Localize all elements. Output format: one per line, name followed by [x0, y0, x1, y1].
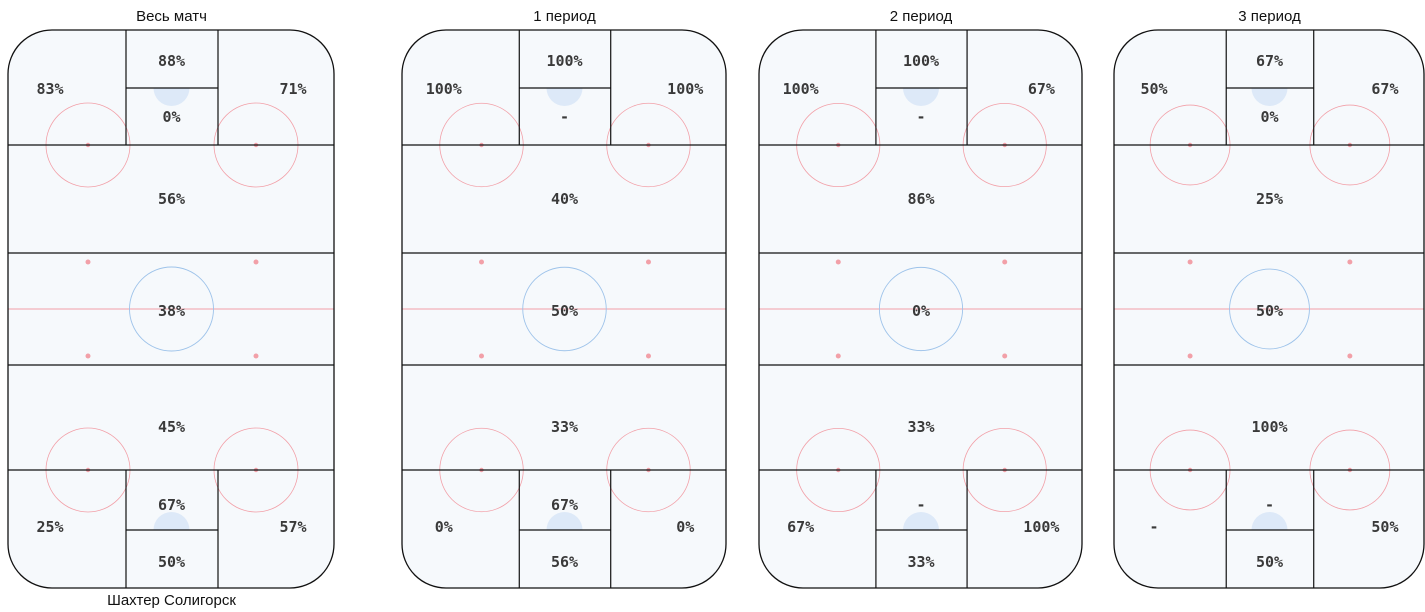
zone-upper-mid-value: 40% — [551, 190, 578, 208]
goal-crease — [153, 88, 190, 106]
goal-crease — [546, 512, 583, 530]
zone-bottom-crease-upper-value: 67% — [158, 496, 185, 514]
zone-bottom-crease-lower-value: 50% — [158, 553, 185, 571]
rink-border — [1113, 29, 1425, 589]
faceoff-dot — [1187, 353, 1193, 359]
goal-crease — [546, 88, 583, 106]
faceoff-dot — [1347, 353, 1353, 359]
rink-border — [401, 29, 727, 589]
zone-lower-mid-value: 100% — [1251, 418, 1287, 436]
zone-bottom-crease-upper-value: 67% — [551, 496, 578, 514]
zone-bottom-left-value: 0% — [435, 518, 453, 536]
zone-lower-mid-value: 33% — [551, 418, 578, 436]
rink-full-match: 83% 88% 0% 71% 56% 38% 45% 25% 67% 50% 57% Весь ма… — [7, 0, 335, 612]
zone-top-right-value: 67% — [1371, 80, 1398, 98]
zone-lower-mid-value: 33% — [907, 418, 934, 436]
zone-top-left-value: 50% — [1140, 80, 1167, 98]
zone-top-crease-lower-value: 0% — [1260, 108, 1278, 126]
faceoff-dot — [479, 353, 485, 359]
faceoff-dot — [253, 353, 259, 359]
faceoff-dot — [85, 259, 91, 265]
goal-crease — [1251, 88, 1288, 106]
faceoff-dot — [479, 259, 485, 265]
zone-top-crease-upper-value: 67% — [1256, 52, 1283, 70]
zone-upper-mid-value: 25% — [1256, 190, 1283, 208]
zone-center-value: 50% — [1256, 302, 1283, 320]
zone-bottom-left-value: 25% — [36, 518, 63, 536]
faceoff-dot — [1002, 259, 1008, 265]
center-circle — [878, 266, 964, 352]
team-name: Шахтер Солигорск — [107, 592, 236, 609]
faceoff-dot — [253, 259, 259, 265]
center-circle — [129, 266, 214, 352]
rink-period-2: 100% 100% - 67% 86% 0% 33% 67% - 33% 100% 2 период — [758, 0, 1083, 612]
zone-lower-mid-value: 45% — [158, 418, 185, 436]
zone-top-crease-lower-value: 0% — [162, 108, 180, 126]
zone-bottom-crease-lower-value: 33% — [907, 553, 934, 571]
faceoff-dot — [645, 353, 651, 359]
goal-crease — [903, 512, 939, 530]
zone-bottom-crease-upper-value: - — [1265, 496, 1274, 514]
rink-border — [7, 29, 335, 589]
zone-bottom-right-value: 50% — [1371, 518, 1398, 536]
rink-period-1: 100% 100% - 100% 40% 50% 33% 0% 67% 56% 0% 1 перио… — [401, 0, 727, 612]
zone-top-left-value: 100% — [426, 80, 462, 98]
rink-title: 2 период — [889, 8, 953, 25]
zone-bottom-right-value: 57% — [279, 518, 306, 536]
faceoff-dot — [1002, 353, 1008, 359]
rink-diagram: 83% 88% 0% 71% 56% 38% 45% 25% 67% 50% 57% — [7, 29, 335, 589]
zone-bottom-right-value: 0% — [676, 518, 694, 536]
faceoff-dot — [645, 259, 651, 265]
zone-top-right-value: 100% — [667, 80, 703, 98]
zone-center-value: 50% — [551, 302, 578, 320]
zone-top-crease-lower-value: - — [916, 108, 925, 126]
zone-bottom-left-value: 67% — [787, 518, 814, 536]
rink-title: 1 период — [533, 8, 596, 25]
goal-crease — [153, 512, 190, 530]
rink-diagram: 100% 100% - 67% 86% 0% 33% 67% - 33% 100% — [758, 29, 1083, 589]
zone-top-right-value: 71% — [279, 80, 306, 98]
zone-bottom-left-value: - — [1150, 518, 1159, 536]
rink-title: Весь матч — [136, 8, 207, 25]
rink-border — [758, 29, 1083, 589]
zone-top-right-value: 67% — [1028, 80, 1055, 98]
zone-center-value: 0% — [912, 302, 930, 320]
zone-top-left-value: 100% — [783, 80, 819, 98]
goal-crease — [903, 88, 939, 106]
faceoff-dot — [1187, 259, 1193, 265]
center-circle — [1229, 268, 1310, 350]
zone-top-crease-upper-value: 88% — [158, 52, 185, 70]
zone-top-crease-lower-value: - — [560, 108, 569, 126]
rink-diagram: 50% 67% 0% 67% 25% 50% 100% - - 50% 50% — [1113, 29, 1425, 589]
zone-upper-mid-value: 86% — [907, 190, 934, 208]
faceoff-dot — [835, 353, 841, 359]
rink-period-3: 50% 67% 0% 67% 25% 50% 100% - - 50% 50% 3 период — [1113, 0, 1425, 612]
faceoff-dot — [1347, 259, 1353, 265]
zone-top-crease-upper-value: 100% — [546, 52, 582, 70]
zone-top-left-value: 83% — [36, 80, 63, 98]
center-circle — [522, 266, 607, 352]
zone-top-crease-upper-value: 100% — [903, 52, 939, 70]
rink-title: 3 период — [1238, 8, 1301, 25]
zone-center-value: 38% — [158, 302, 185, 320]
zone-upper-mid-value: 56% — [158, 190, 185, 208]
zone-bottom-crease-lower-value: 56% — [551, 553, 578, 571]
faceoff-dot — [85, 353, 91, 359]
rink-diagram: 100% 100% - 100% 40% 50% 33% 0% 67% 56% 0% — [401, 29, 727, 589]
zone-bottom-right-value: 100% — [1023, 518, 1059, 536]
goal-crease — [1251, 512, 1288, 530]
zone-bottom-crease-upper-value: - — [916, 496, 925, 514]
faceoff-dot — [835, 259, 841, 265]
zone-bottom-crease-lower-value: 50% — [1256, 553, 1283, 571]
